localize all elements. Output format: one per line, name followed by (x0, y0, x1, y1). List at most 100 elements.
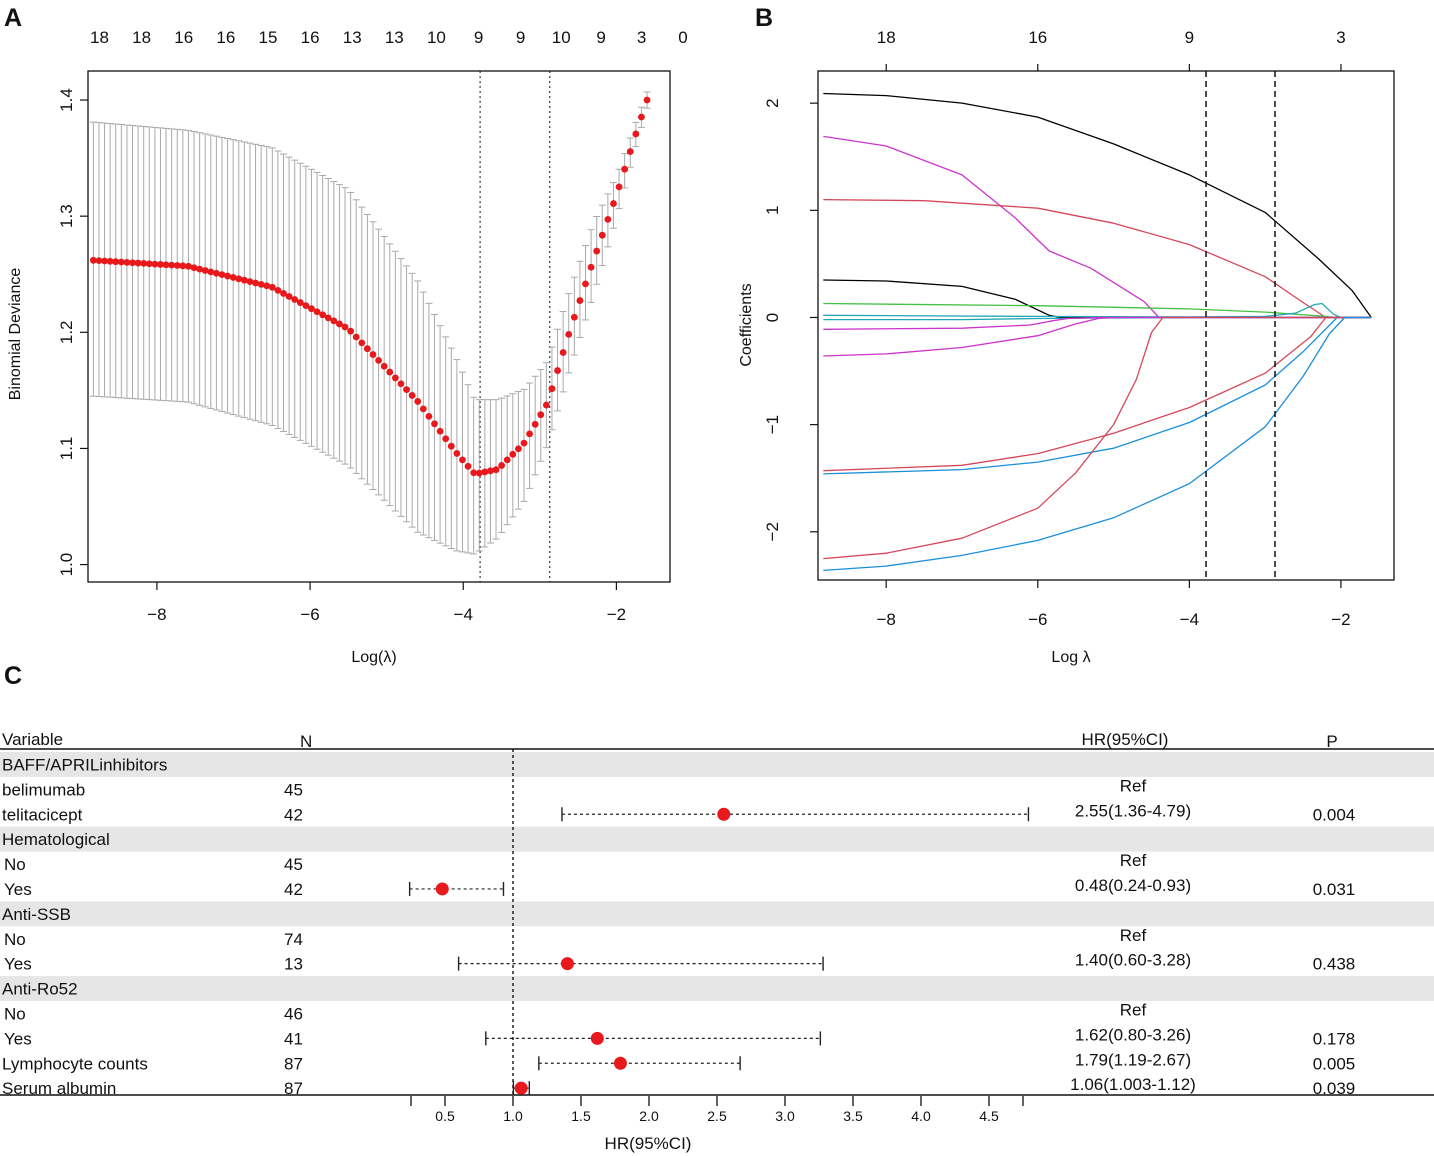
deviance-point (375, 356, 382, 364)
row-hr: 2.55(1.36-4.79) (1075, 801, 1191, 820)
deviance-point (95, 257, 103, 265)
deviance-point (291, 296, 299, 303)
group-label: Anti-SSB (2, 905, 71, 924)
x-tick-label-c: 3.0 (775, 1108, 795, 1124)
deviance-point (570, 313, 578, 321)
y-tick-label-b: −2 (763, 522, 782, 541)
deviance-point (151, 260, 159, 268)
coefficient-path (823, 316, 1372, 475)
x-tick-label-a: −2 (607, 605, 626, 624)
row-n: 45 (284, 780, 303, 799)
deviance-point (542, 401, 550, 409)
deviance-point (117, 258, 125, 266)
top-axis-label-a: 18 (90, 28, 109, 47)
group-label: Anti-Ro52 (2, 980, 78, 999)
deviance-point (554, 367, 561, 374)
panel-c-forest-plot: Variable N HR(95%CI) P BAFF/APRILinhibit… (0, 730, 1434, 1153)
deviance-point (369, 351, 377, 358)
row-n: 46 (284, 1004, 303, 1023)
y-tick-label-b: 2 (763, 98, 782, 107)
row-n: 13 (284, 955, 303, 974)
row-n: 45 (284, 855, 303, 874)
deviance-point (112, 258, 120, 266)
group-label: Hematological (2, 830, 110, 849)
deviance-point (425, 412, 433, 420)
row-label: Yes (4, 880, 32, 899)
x-tick-label-b: −8 (877, 610, 896, 629)
deviance-point (587, 263, 595, 271)
deviance-point (470, 469, 478, 477)
x-tick-label-c: 3.5 (843, 1108, 863, 1124)
y-tick-label-a: 1.1 (57, 437, 76, 461)
row-label: No (4, 855, 26, 874)
x-tick-label-a: −6 (300, 605, 319, 624)
row-hr: Ref (1120, 926, 1147, 945)
group-band (0, 752, 1434, 777)
row-p: 0.039 (1313, 1079, 1356, 1098)
row-label: Yes (4, 1029, 32, 1048)
top-axis-label-a: 9 (596, 28, 605, 47)
coefficient-path (823, 316, 1372, 572)
x-tick-label-c: 2.5 (707, 1108, 727, 1124)
deviance-point (643, 96, 651, 104)
x-tick-label-c: 0.5 (435, 1108, 455, 1124)
row-hr: 1.62(0.80-3.26) (1075, 1025, 1191, 1044)
row-hr: Ref (1120, 776, 1147, 795)
plot-frame-a (87, 70, 671, 583)
top-axis-label-b: 9 (1185, 28, 1194, 47)
row-label: No (4, 930, 26, 949)
deviance-point (576, 297, 584, 304)
deviance-point (475, 469, 483, 477)
row-label: Lymphocyte counts (2, 1054, 148, 1073)
group-band (0, 826, 1434, 852)
deviance-point (492, 466, 500, 474)
deviance-point (408, 392, 416, 399)
deviance-point (464, 462, 472, 470)
deviance-point (548, 385, 556, 393)
row-label: Serum albumin (2, 1079, 116, 1098)
deviance-point (129, 259, 136, 267)
deviance-point (621, 165, 629, 173)
deviance-point (324, 314, 332, 322)
row-p: 0.438 (1313, 955, 1356, 974)
coefficient-path (823, 316, 1372, 330)
row-hr: 1.79(1.19-2.67) (1075, 1050, 1191, 1069)
hr-point (590, 1031, 604, 1045)
deviance-point (632, 130, 640, 138)
x-tick-label-b: −6 (1028, 610, 1047, 629)
coefficient-path (823, 302, 1372, 319)
top-axis-label-a: 16 (301, 28, 320, 47)
deviance-point (604, 215, 612, 223)
deviance-point (386, 368, 394, 376)
hr-point (560, 957, 574, 971)
top-axis-label-b: 3 (1336, 28, 1345, 47)
top-axis-label-b: 16 (1028, 28, 1047, 47)
y-tick-label-a: 1.0 (57, 553, 76, 577)
deviance-point (246, 278, 254, 285)
top-axis-label-a: 10 (427, 28, 446, 47)
deviance-point (442, 435, 450, 443)
top-axis-label-a: 10 (552, 28, 571, 47)
deviance-point (336, 320, 343, 328)
deviance-point (363, 345, 371, 353)
header-p: P (1326, 732, 1337, 751)
deviance-point (397, 380, 405, 388)
x-axis-label-a: Log(λ) (351, 649, 396, 666)
deviance-point (285, 293, 293, 300)
x-tick-label-c: 2.0 (639, 1108, 659, 1124)
row-label: telitacicept (2, 805, 83, 824)
x-axis-label-c: HR(95%CI) (605, 1134, 692, 1153)
row-hr: Ref (1120, 851, 1147, 870)
deviance-point (414, 398, 422, 405)
deviance-point (626, 148, 634, 155)
top-axis-label-a: 18 (132, 28, 151, 47)
deviance-point (436, 427, 444, 435)
top-axis-label-a: 15 (258, 28, 277, 47)
deviance-point (593, 247, 601, 255)
top-axis-label-a: 9 (516, 28, 525, 47)
deviance-point (308, 305, 315, 313)
deviance-point (224, 272, 231, 280)
row-p: 0.005 (1313, 1054, 1356, 1073)
deviance-point (481, 468, 489, 476)
